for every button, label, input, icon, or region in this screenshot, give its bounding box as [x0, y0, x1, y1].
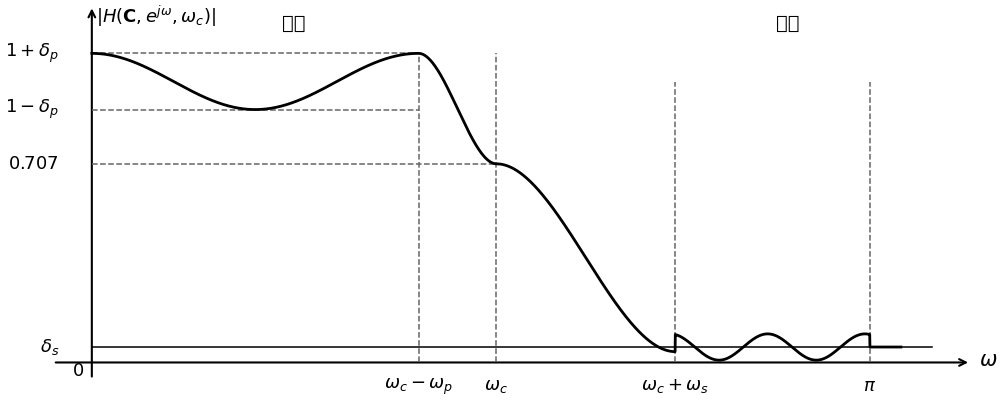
- Text: $0.707$: $0.707$: [8, 155, 59, 173]
- Text: 阻带: 阻带: [776, 14, 800, 33]
- Text: $\omega_c-\omega_p$: $\omega_c-\omega_p$: [384, 377, 453, 397]
- Text: $\delta_s$: $\delta_s$: [40, 337, 59, 357]
- Text: $\omega_c$: $\omega_c$: [484, 377, 508, 395]
- Text: $1+\delta_p$: $1+\delta_p$: [5, 42, 59, 65]
- Text: $0$: $0$: [72, 363, 84, 381]
- Text: $\pi$: $\pi$: [863, 377, 876, 395]
- Text: $\omega_c+\omega_s$: $\omega_c+\omega_s$: [641, 377, 709, 395]
- Text: $\omega$: $\omega$: [979, 350, 997, 370]
- Text: $1-\delta_p$: $1-\delta_p$: [5, 98, 59, 121]
- Text: $|H(\mathbf{C},e^{j\omega},\omega_c)|$: $|H(\mathbf{C},e^{j\omega},\omega_c)|$: [96, 4, 216, 29]
- Text: 通带: 通带: [282, 14, 306, 33]
